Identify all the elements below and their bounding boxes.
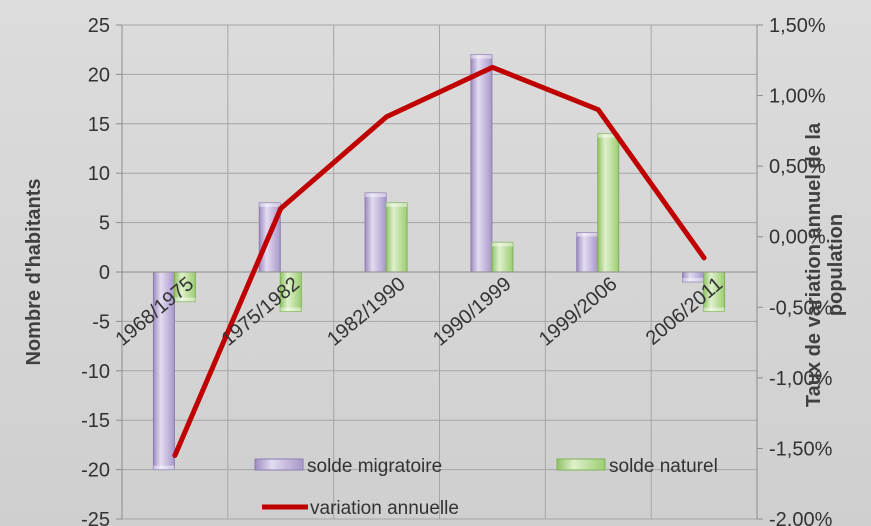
legend-swatch (254, 458, 304, 471)
y-tick-label: -5 (92, 311, 110, 333)
bar-bevel (576, 232, 598, 237)
bar-solde-migratoire (576, 231, 599, 273)
y-axis-title: Nombre d'habitants (23, 179, 45, 366)
legend-label: solde migratoire (307, 456, 442, 477)
bar-bevel (386, 202, 408, 207)
bars (152, 54, 726, 471)
legend-solde-naturel: solde naturel (556, 456, 718, 477)
legend-label: variation annuelle (310, 498, 459, 519)
bar-bevel (703, 307, 725, 312)
bar-solde-naturel (385, 202, 408, 273)
line-variation-annuelle (172, 64, 707, 458)
y2-tick-label: -1,50% (769, 438, 833, 460)
bar-bevel (365, 192, 387, 197)
y2-tick-label: 1,50% (769, 15, 826, 37)
bar-bevel (174, 297, 196, 302)
legend-swatch (556, 458, 606, 471)
y2-tick-label: 1,00% (769, 86, 826, 108)
y-tick-label: -15 (81, 410, 110, 432)
bar-solde-naturel (597, 133, 620, 273)
y-tick-label: 25 (88, 15, 110, 37)
y2-axis-title: Taux de variation annuel de lapopulation (803, 122, 847, 407)
bar-solde-migratoire (364, 192, 387, 273)
y2-tick-label: 0,00% (769, 227, 826, 249)
legend-solde-migratoire: solde migratoire (254, 456, 442, 477)
line-series (172, 64, 707, 458)
y2-tick-label: 0,50% (769, 156, 826, 178)
bar-bevel (259, 202, 281, 207)
y2-tick-label: -2,00% (769, 509, 833, 526)
y-tick-label: 20 (88, 64, 110, 86)
bar-bevel (280, 307, 302, 312)
y-tick-label: -25 (81, 509, 110, 526)
bar-bevel (597, 133, 619, 138)
bar-bevel (682, 277, 704, 282)
y-tick-label: -20 (81, 460, 110, 482)
y-tick-label: 0 (99, 262, 110, 284)
y2-axis-title-line2: population (825, 214, 847, 316)
bar-bevel (491, 242, 513, 247)
legend-label: solde naturel (609, 456, 718, 477)
y-tick-label: 15 (88, 114, 110, 136)
y-tick-label: 5 (99, 213, 110, 235)
y-tick-label: 10 (88, 163, 110, 185)
y-tick-label: -10 (81, 361, 110, 383)
legend: solde migratoire solde naturel variation a… (254, 456, 718, 519)
bar-solde-migratoire (470, 54, 493, 273)
y2-tick-label: -1,00% (769, 368, 833, 390)
y2-axis-title-line1: Taux de variation annuel de la (803, 122, 825, 407)
y2-tick-label: -0,50% (769, 297, 833, 319)
bar-bevel (470, 54, 492, 59)
legend-variation-annuelle: variation annuelle (262, 498, 459, 519)
axes: 25 20 15 10 5 0 -5 -10 -15 -20 -25 1,50% 1,00% 0,50% 0… (81, 15, 832, 526)
bar-bevel (153, 465, 175, 470)
bar-solde-naturel (491, 241, 514, 273)
